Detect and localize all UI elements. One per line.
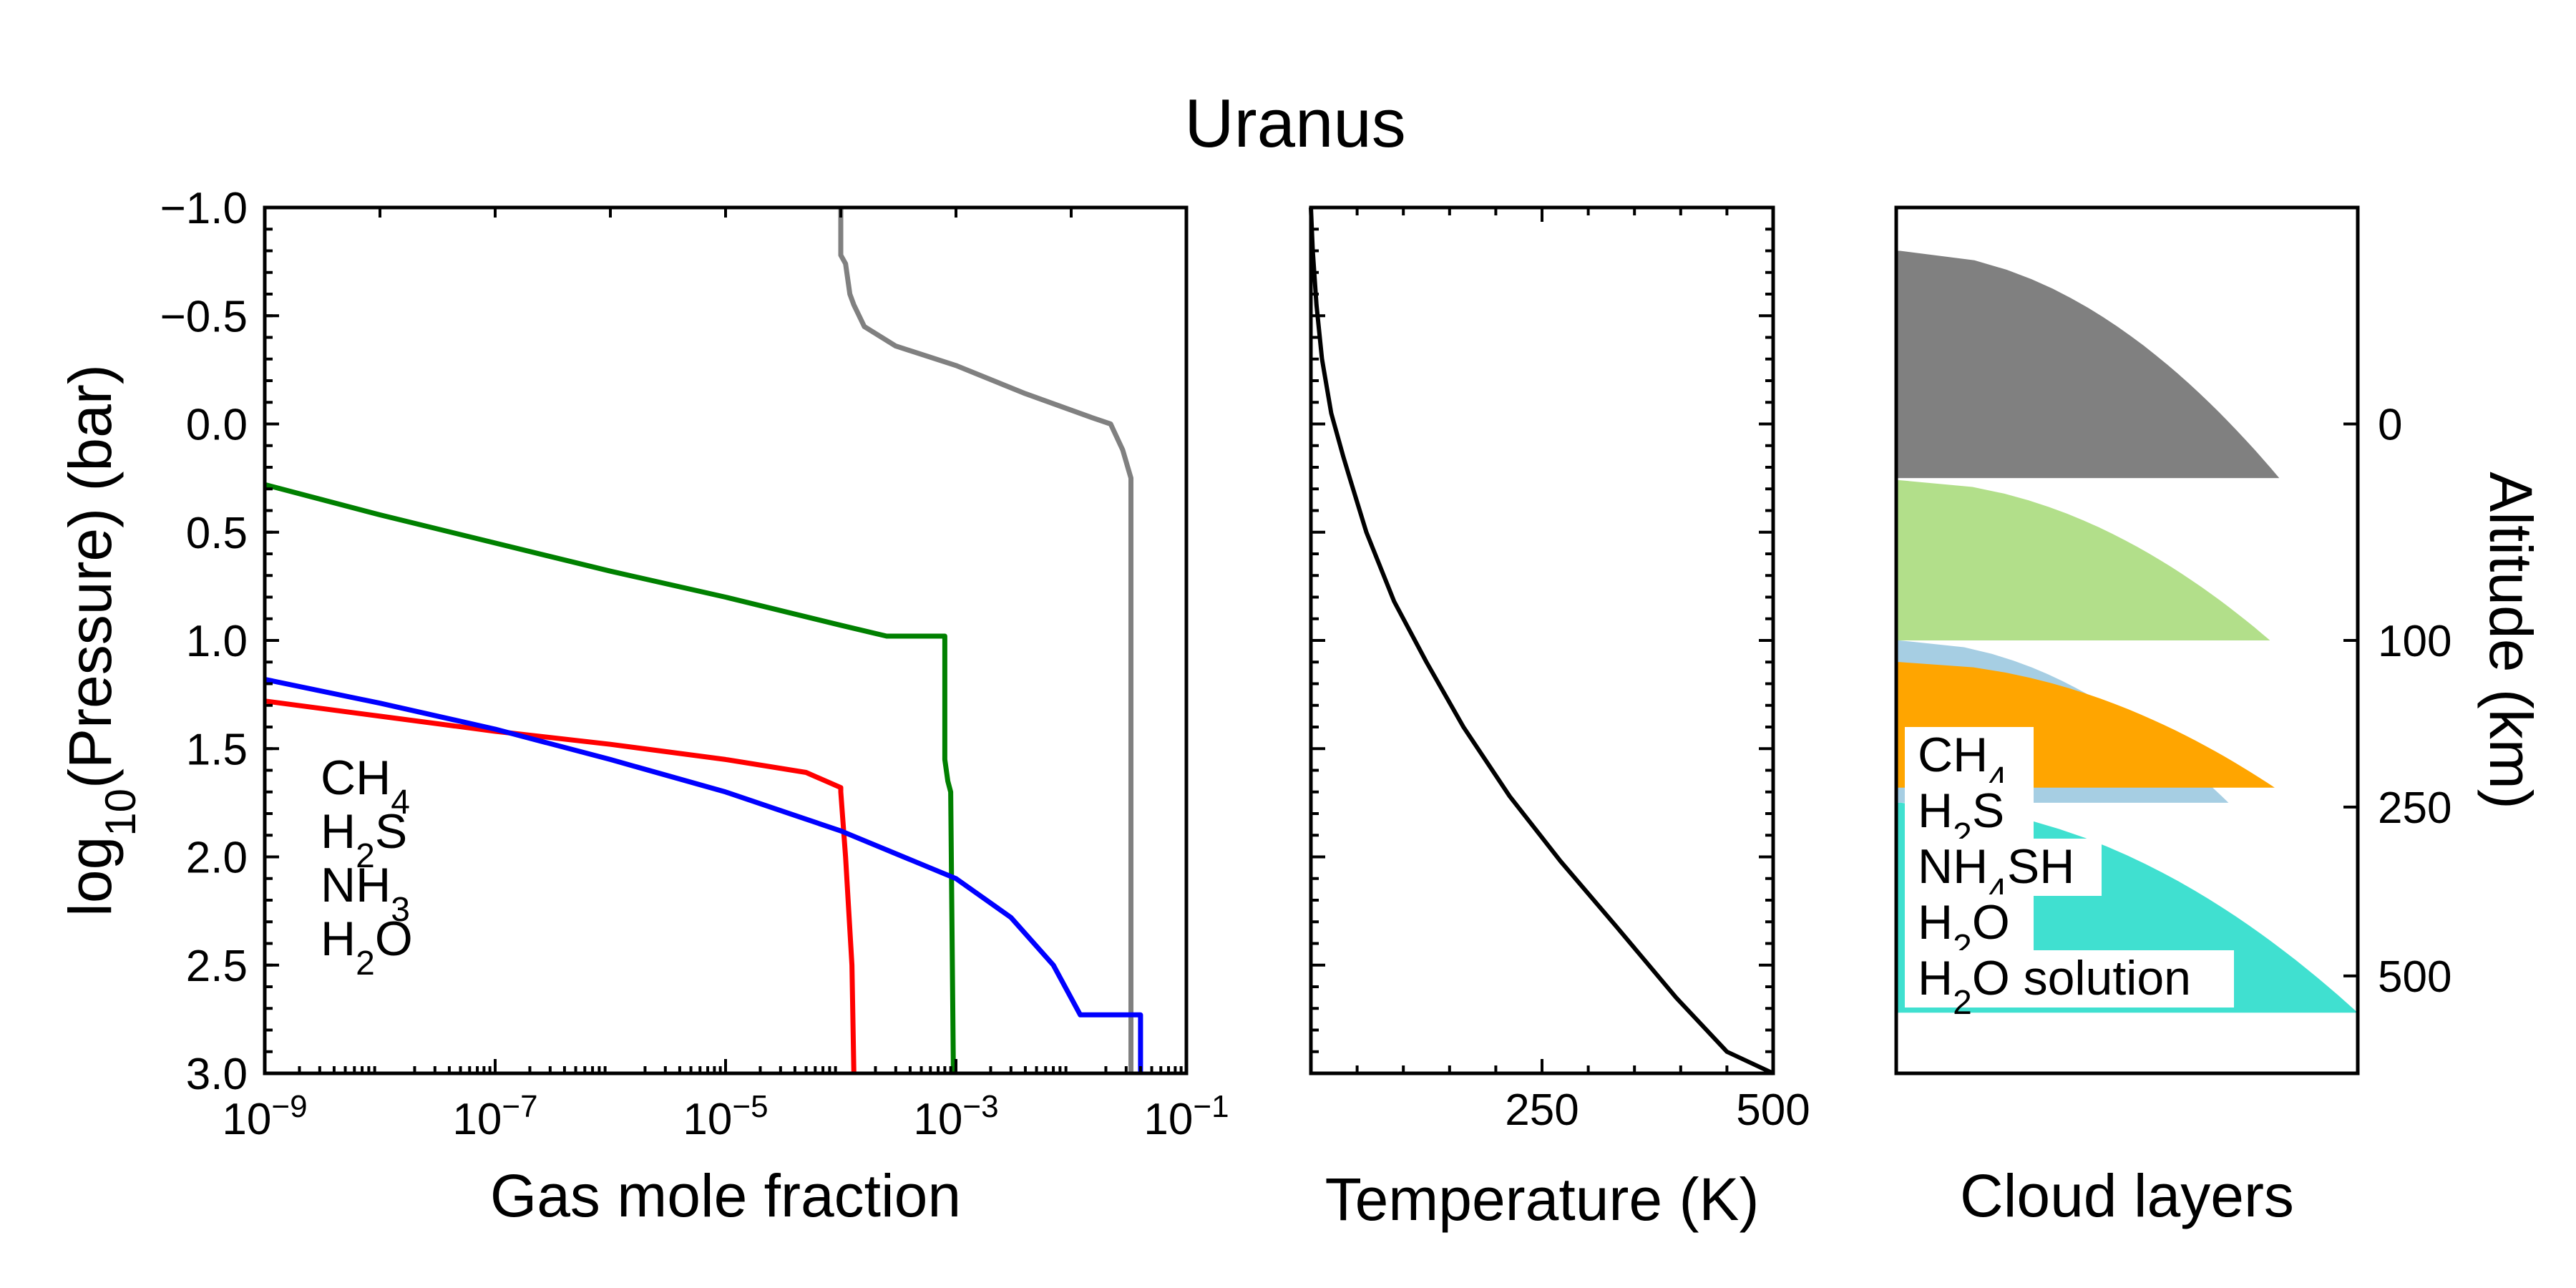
- legend-entry-nh3-main: NH: [321, 858, 391, 912]
- legend-entry-h2s: H2S: [321, 804, 407, 875]
- legend-entry-h2o-sub: 2: [356, 945, 375, 982]
- x-axis-label: Temperature (K): [1325, 1166, 1760, 1233]
- legend-entry-nh3: NH3: [321, 858, 410, 929]
- x-tick-base: 10: [683, 1095, 732, 1144]
- legend-entry-ch4-sub: 4: [391, 784, 410, 821]
- altitude-tick-label: 100: [2378, 617, 2451, 666]
- legend-box-h2o_ice: [1905, 894, 2034, 952]
- x-tick-label: 250: [1505, 1085, 1579, 1135]
- y-tick-label: 2.5: [186, 942, 248, 991]
- x-axis-label: Gas mole fraction: [490, 1162, 961, 1229]
- y-tick-label: 0.0: [186, 401, 248, 450]
- legend-entry-h2s-after: S: [1972, 784, 2004, 838]
- altitude-tick-label: 0: [2378, 401, 2402, 450]
- legend-entry-ch4-main: CH: [1918, 728, 1988, 782]
- legend-entry-h2o_sol-after: O solution: [1972, 951, 2191, 1005]
- x-tick-label: 10−3: [913, 1089, 998, 1145]
- y-axis-label-pre: log: [57, 836, 124, 917]
- y-axis-label-sub: 10: [97, 789, 145, 836]
- legend-entry-h2o_ice-main: H: [1918, 895, 1953, 950]
- x-tick-label: 10−5: [683, 1089, 768, 1145]
- y-tick-label: −1.0: [160, 184, 248, 233]
- altitude-axis-label: Altitude (km): [2477, 472, 2545, 809]
- x-tick-base: 10: [452, 1095, 502, 1144]
- y-tick-label: 1.5: [186, 725, 248, 774]
- legend-box-h2o_sol: [1905, 950, 2234, 1008]
- x-axis-label: Cloud layers: [1960, 1162, 2294, 1229]
- x-tick-exp: −3: [962, 1089, 998, 1124]
- legend-entry-nh4sh-after: SH: [2007, 839, 2074, 894]
- y-axis-label: log10(Pressure) (bar): [57, 364, 145, 917]
- legend-entry-h2o_sol: H2O solution: [1918, 951, 2191, 1022]
- legend-box-nh4sh: [1905, 839, 2102, 896]
- cloud-layer-h2s: [1896, 480, 2270, 640]
- figure-title: Uranus: [1184, 85, 1405, 162]
- x-tick-exp: −9: [271, 1089, 307, 1124]
- plot-frame: [1309, 205, 1775, 1075]
- legend-entry-h2o_sol-sub: 2: [1953, 984, 1972, 1022]
- x-tick-label: 500: [1736, 1085, 1810, 1135]
- series-line-h2s: [264, 482, 956, 1074]
- x-tick-base: 10: [222, 1095, 271, 1144]
- temperature-panel: 250 500 Temperature (K): [1309, 205, 1810, 1233]
- legend-entry-h2o_ice: H2O: [1918, 895, 2010, 966]
- legend-box-ch4: [1905, 727, 2034, 784]
- legend-entry-nh3-sub: 3: [391, 891, 410, 929]
- x-tick-exp: −7: [502, 1089, 537, 1124]
- legend-entry-h2o_ice-after: O: [1972, 895, 2010, 950]
- legend-entry-h2o: H2O: [321, 912, 413, 982]
- legend-entry-h2s-main: H: [1918, 784, 1953, 838]
- y-tick-label: 0.5: [186, 509, 248, 558]
- cloud-layer-ch4: [1896, 250, 2280, 479]
- x-tick-base: 10: [913, 1095, 962, 1144]
- x-tick-exp: −5: [732, 1089, 768, 1124]
- altitude-tick-label: 500: [2378, 952, 2451, 1002]
- x-tick-label: 10−9: [222, 1089, 307, 1145]
- legend-entry-ch4: CH4: [321, 751, 410, 821]
- series-line-nh3: [264, 698, 857, 1074]
- legend-entry-h2o_sol-main: H: [1918, 951, 1953, 1005]
- series-line-ch4: [838, 208, 1133, 1073]
- x-tick-exp: −1: [1193, 1089, 1229, 1124]
- y-tick-label: −0.5: [160, 292, 248, 341]
- y-tick-label: 2.0: [186, 834, 248, 883]
- altitude-tick-label: 250: [2378, 784, 2451, 833]
- temperature-profile-line: [1309, 207, 1775, 1075]
- x-tick-label: 10−1: [1143, 1089, 1229, 1145]
- y-tick-label: 1.0: [186, 617, 248, 666]
- legend-entry-h2s-sub: 2: [356, 837, 375, 875]
- legend-entry-nh4sh: NH4SH: [1918, 839, 2074, 910]
- legend-entry-ch4-main: CH: [321, 751, 391, 805]
- legend-entry-h2o-after: O: [375, 912, 413, 966]
- y-axis-label-post: (Pressure) (bar): [57, 364, 124, 789]
- legend-entry-nh4sh-main: NH: [1918, 839, 1988, 894]
- series-line-h2o: [264, 676, 1143, 1073]
- y-tick-label: 3.0: [186, 1050, 248, 1099]
- gas-panel: −1.0−0.50.00.51.01.52.02.53.010−9 10−7 10−…: [57, 184, 1229, 1229]
- x-tick-label: 10−7: [452, 1089, 537, 1145]
- x-tick-base: 10: [1143, 1095, 1193, 1144]
- legend-entry-h2s-main: H: [321, 804, 356, 859]
- legend-box-h2s: [1905, 783, 2034, 840]
- legend-entry-h2o-main: H: [321, 912, 356, 966]
- legend-entry-h2s-after: S: [375, 804, 407, 859]
